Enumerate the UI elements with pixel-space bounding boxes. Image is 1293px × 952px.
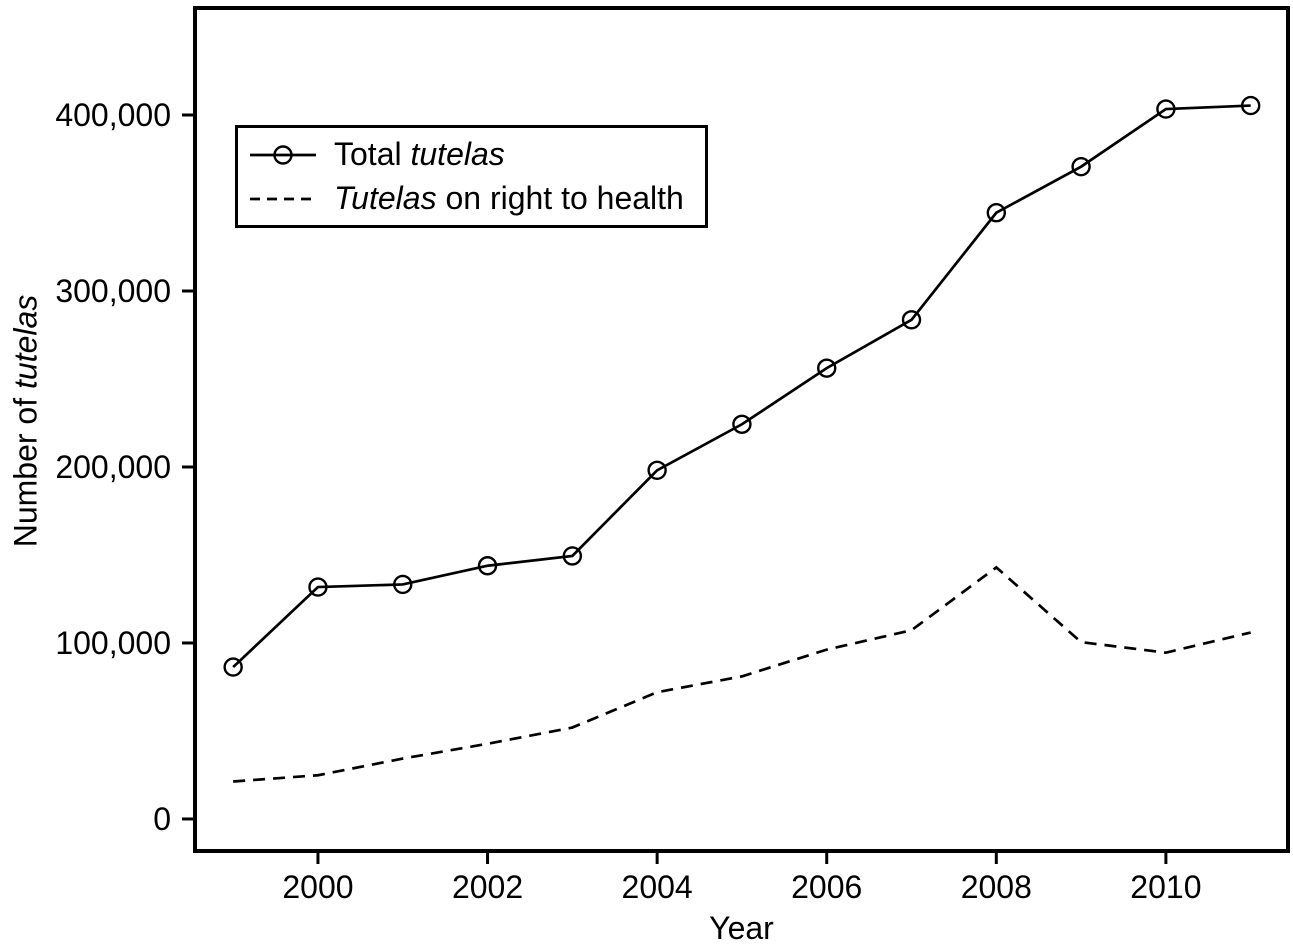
legend-total-text: Total (334, 135, 411, 172)
y-axis-title-text: Number of (7, 389, 44, 548)
y-tick-label: 100,000 (55, 625, 171, 661)
y-axis-title-italic: tutelas (7, 294, 44, 389)
x-tick-label: 2004 (622, 869, 693, 905)
series-marker-total (308, 577, 328, 597)
series-marker-total (393, 574, 413, 595)
series-marker-total (1240, 95, 1261, 116)
legend: Total tutelas Tutelas on right to health (235, 125, 708, 228)
legend-health-italic: Tutelas (334, 179, 437, 216)
series-marker-total (223, 657, 243, 677)
series-marker-total (647, 460, 667, 480)
legend-item-health-label: Tutelas on right to health (334, 179, 684, 216)
y-tick-label: 200,000 (55, 449, 171, 485)
series-marker-total (732, 414, 752, 434)
x-tick-label: 2008 (961, 869, 1032, 905)
legend-circle-marker-icon (273, 144, 293, 165)
plot-border (193, 6, 1290, 853)
legend-key-solid-line-circle-icon (250, 144, 316, 165)
series-marker-total (477, 556, 498, 576)
y-tick-label: 0 (153, 801, 171, 837)
x-tick-label: 2002 (452, 869, 523, 905)
legend-total-italic: tutelas (410, 135, 505, 172)
legend-key-dashed-line-icon (250, 197, 313, 200)
legend-health-text: on right to health (436, 179, 684, 216)
y-tick-label: 400,000 (55, 97, 171, 133)
y-tick-label: 300,000 (55, 273, 171, 309)
series-line-total (232, 104, 1251, 669)
legend-item-health: Tutelas on right to health (250, 177, 705, 221)
legend-item-total: Total tutelas (250, 133, 705, 177)
x-tick-label: 2010 (1130, 869, 1201, 905)
x-axis-title: Year (709, 910, 774, 946)
series-marker-total (1156, 99, 1176, 119)
series-marker-total (817, 358, 837, 378)
series-marker-total (986, 203, 1007, 223)
series-marker-total (1071, 156, 1091, 177)
series-marker-total (901, 310, 922, 330)
y-axis-title: Number of tutelas (8, 295, 45, 548)
series-line-health (233, 565, 1252, 783)
series-marker-total (562, 546, 583, 566)
x-tick-label: 2006 (791, 869, 862, 905)
x-tick-label: 2000 (282, 869, 353, 905)
legend-item-total-label: Total tutelas (334, 135, 505, 172)
